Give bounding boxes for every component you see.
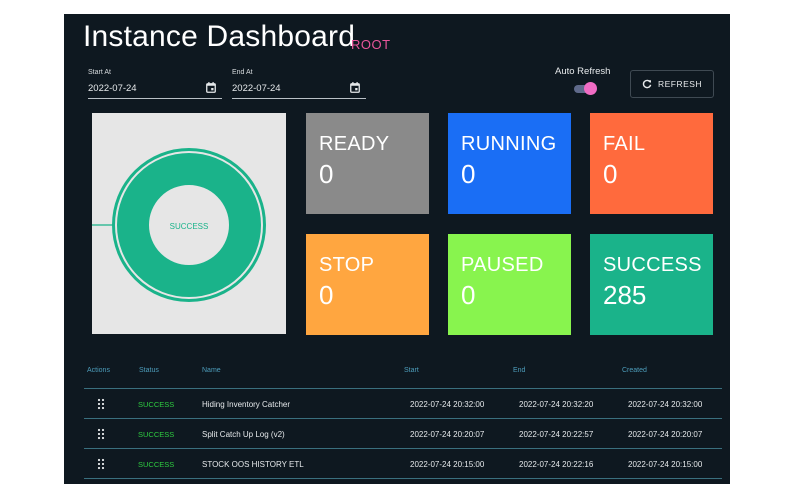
table-header: Actions Status Name Start End Created — [84, 360, 722, 389]
calendar-icon[interactable] — [350, 82, 360, 93]
tile-paused[interactable]: PAUSED 0 — [448, 234, 571, 335]
row-status: SUCCESS — [138, 430, 175, 439]
tile-success[interactable]: SUCCESS 285 — [590, 234, 713, 335]
tile-running-value: 0 — [461, 159, 476, 189]
col-header-end[interactable]: End — [513, 367, 526, 374]
row-start: 2022-07-24 20:32:00 — [410, 400, 485, 409]
start-date-field[interactable]: Start At 2022-07-24 — [88, 69, 222, 99]
row-name: Hiding Inventory Catcher — [202, 400, 291, 409]
tile-paused-label: PAUSED — [461, 254, 544, 276]
tile-success-label: SUCCESS — [603, 254, 702, 276]
tile-paused-value: 0 — [461, 280, 476, 310]
tile-stop-value: 0 — [319, 280, 334, 310]
drag-handle-icon[interactable] — [97, 428, 105, 440]
refresh-button-label: REFRESH — [657, 79, 703, 89]
status-donut-chart: SUCCESS — [92, 113, 286, 334]
row-end: 2022-07-24 20:22:57 — [519, 430, 594, 439]
tile-running-label: RUNNING — [461, 133, 557, 155]
refresh-button[interactable]: REFRESH — [630, 70, 714, 98]
tile-ready-label: READY — [319, 133, 390, 155]
row-status: SUCCESS — [138, 460, 175, 469]
donut-success-slice[interactable] — [117, 153, 261, 297]
table-row[interactable]: SUCCESS Split Catch Up Log (v2) 2022-07-… — [84, 419, 722, 449]
role-badge: ROOT — [351, 37, 391, 52]
tile-fail-value: 0 — [603, 159, 618, 189]
tile-ready[interactable]: READY 0 — [306, 113, 429, 214]
end-date-field[interactable]: End At 2022-07-24 — [232, 69, 366, 99]
auto-refresh-label: Auto Refresh — [555, 66, 611, 77]
calendar-icon[interactable] — [206, 82, 216, 93]
start-date-label: Start At — [88, 69, 111, 76]
refresh-icon — [642, 79, 652, 89]
tile-success-value: 285 — [603, 280, 647, 310]
end-date-label: End At — [232, 69, 253, 76]
instances-table: Actions Status Name Start End Created SU… — [84, 360, 722, 479]
row-status: SUCCESS — [138, 400, 175, 409]
row-start: 2022-07-24 20:15:00 — [410, 460, 485, 469]
col-header-actions[interactable]: Actions — [87, 367, 110, 374]
col-header-status[interactable]: Status — [139, 367, 159, 374]
table-row[interactable]: SUCCESS STOCK OOS HISTORY ETL 2022-07-24… — [84, 449, 722, 479]
end-date-value[interactable]: 2022-07-24 — [232, 83, 281, 94]
auto-refresh-toggle-knob[interactable] — [584, 82, 597, 95]
row-created: 2022-07-24 20:20:07 — [628, 430, 703, 439]
tile-stop-label: STOP — [319, 254, 375, 276]
drag-handle-icon[interactable] — [97, 458, 105, 470]
row-name: Split Catch Up Log (v2) — [202, 430, 285, 439]
donut-label: SUCCESS — [170, 222, 209, 231]
donut-outer-ring — [112, 148, 266, 302]
col-header-name[interactable]: Name — [202, 367, 221, 374]
col-header-created[interactable]: Created — [622, 367, 647, 374]
table-row[interactable]: SUCCESS Hiding Inventory Catcher 2022-07… — [84, 389, 722, 419]
tile-fail-label: FAIL — [603, 133, 646, 155]
col-header-start[interactable]: Start — [404, 367, 419, 374]
tile-stop[interactable]: STOP 0 — [306, 234, 429, 335]
row-created: 2022-07-24 20:32:00 — [628, 400, 703, 409]
dashboard-app: Instance Dashboard ROOT Start At 2022-07… — [64, 14, 730, 484]
row-end: 2022-07-24 20:32:20 — [519, 400, 594, 409]
donut-svg: SUCCESS — [92, 148, 266, 302]
tile-running[interactable]: RUNNING 0 — [448, 113, 571, 214]
tile-ready-value: 0 — [319, 159, 334, 189]
drag-handle-icon[interactable] — [97, 398, 105, 410]
row-created: 2022-07-24 20:15:00 — [628, 460, 703, 469]
tile-fail[interactable]: FAIL 0 — [590, 113, 713, 214]
row-end: 2022-07-24 20:22:16 — [519, 460, 594, 469]
start-date-value[interactable]: 2022-07-24 — [88, 83, 137, 94]
row-start: 2022-07-24 20:20:07 — [410, 430, 485, 439]
row-name: STOCK OOS HISTORY ETL — [202, 460, 304, 469]
page-title: Instance Dashboard — [83, 20, 356, 53]
